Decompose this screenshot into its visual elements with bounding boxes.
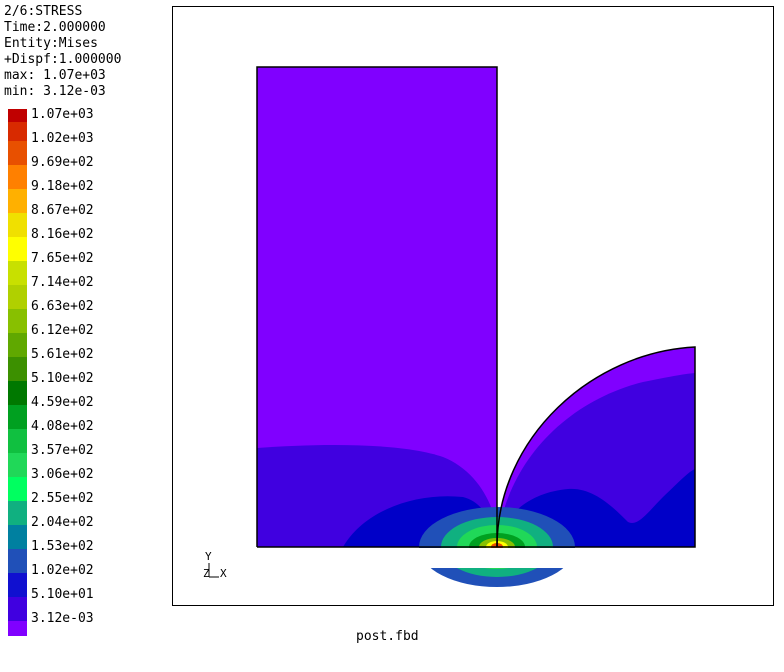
- plot-viewport[interactable]: Y Z X: [172, 6, 774, 606]
- legend-swatch: [8, 525, 27, 549]
- legend-value-label: 9.18e+02: [31, 179, 94, 194]
- legend-value-label: 4.59e+02: [31, 395, 94, 410]
- legend-value-label: 3.12e-03: [31, 611, 94, 626]
- legend-value-label: 1.53e+02: [31, 539, 94, 554]
- left-block-outline: [256, 66, 498, 547]
- legend-value-label: 5.10e+02: [31, 371, 94, 386]
- legend-value-label: 6.12e+02: [31, 323, 94, 338]
- legend-swatch: [8, 429, 27, 453]
- legend-swatch: [8, 141, 27, 165]
- legend-value-label: 8.67e+02: [31, 203, 94, 218]
- legend-swatch: [8, 405, 27, 429]
- axis-z-label: Z: [203, 567, 210, 580]
- legend-value-label: 9.69e+02: [31, 155, 94, 170]
- legend-value-label: 5.61e+02: [31, 347, 94, 362]
- legend-swatch: [8, 621, 27, 636]
- result-info: 2/6:STRESS Time:2.000000 Entity:Mises +Disp…: [4, 4, 121, 100]
- legend-swatch: [8, 573, 27, 597]
- info-line: Time:2.000000: [4, 20, 106, 35]
- legend-swatch: [8, 309, 27, 333]
- legend-swatch: [8, 549, 27, 573]
- file-name-label: post.fbd: [356, 629, 419, 644]
- info-line: min: 3.12e-03: [4, 84, 106, 99]
- legend-swatch: [8, 381, 27, 405]
- legend-value-label: 4.08e+02: [31, 419, 94, 434]
- legend-value-label: 3.57e+02: [31, 443, 94, 458]
- legend-swatch: [8, 285, 27, 309]
- legend-value-label: 2.04e+02: [31, 515, 94, 530]
- legend-swatch: [8, 501, 27, 525]
- legend-swatch: [8, 357, 27, 381]
- legend-swatch: [8, 165, 27, 189]
- legend-value-label: 6.63e+02: [31, 299, 94, 314]
- right-block-outline: [257, 346, 696, 548]
- legend-value-label: 1.02e+03: [31, 131, 94, 146]
- legend-value-label: 8.16e+02: [31, 227, 94, 242]
- axis-triad: Y Z X: [203, 550, 227, 580]
- legend-value-label: 7.14e+02: [31, 275, 94, 290]
- legend-swatch: [8, 261, 27, 285]
- legend-value-label: 5.10e+01: [31, 587, 94, 602]
- legend-value-label: 2.55e+02: [31, 491, 94, 506]
- legend-swatch: [8, 597, 27, 621]
- legend-value-label: 7.65e+02: [31, 251, 94, 266]
- info-line: max: 1.07e+03: [4, 68, 106, 83]
- legend-value-label: 1.02e+02: [31, 563, 94, 578]
- legend-value-label: 3.06e+02: [31, 467, 94, 482]
- legend-swatch: [8, 477, 27, 501]
- axis-x-label: X: [220, 567, 227, 580]
- fem-contour-plot: Y Z X: [203, 66, 697, 587]
- legend-value-label: 1.07e+03: [31, 107, 94, 122]
- legend-swatch: [8, 237, 27, 261]
- info-line: +Dispf:1.000000: [4, 52, 122, 67]
- legend-swatch: [8, 333, 27, 357]
- axis-y-label: Y: [205, 550, 212, 563]
- legend-swatch: [8, 213, 27, 237]
- legend-swatch: [8, 109, 27, 141]
- info-line: Entity:Mises: [4, 36, 98, 51]
- legend-swatch: [8, 189, 27, 213]
- info-line: 2/6:STRESS: [4, 4, 83, 19]
- legend-swatch: [8, 453, 27, 477]
